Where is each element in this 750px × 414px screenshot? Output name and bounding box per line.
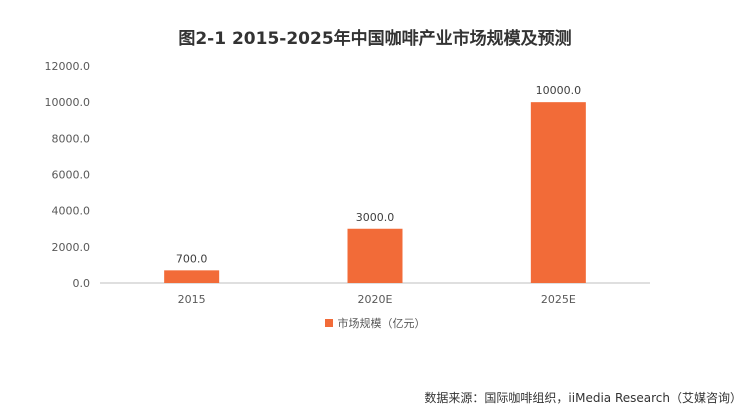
data-label: 700.0	[176, 252, 208, 265]
data-label: 3000.0	[356, 211, 395, 224]
bar	[164, 270, 220, 283]
y-tick-label: 6000.0	[52, 169, 91, 182]
data-label: 10000.0	[536, 84, 582, 97]
bar	[530, 102, 586, 284]
y-tick-label: 12000.0	[45, 60, 91, 73]
legend-swatch	[324, 319, 333, 327]
legend-label: 市场规模（亿元）	[337, 317, 426, 330]
bar	[347, 228, 403, 283]
source-note: 数据来源：国际咖啡组织，iiMedia Research（艾媒咨询）	[424, 391, 742, 405]
x-tick-label: 2025E	[541, 293, 576, 306]
x-tick-label: 2020E	[358, 293, 393, 306]
chart-title: 图2-1 2015-2025年中国咖啡产业市场规模及预测	[178, 29, 572, 49]
y-tick-label: 0.0	[73, 277, 91, 290]
x-tick-label: 2015	[178, 293, 206, 306]
y-tick-label: 2000.0	[52, 241, 91, 254]
y-tick-label: 8000.0	[52, 132, 91, 145]
y-tick-label: 4000.0	[52, 205, 91, 218]
legend: 市场规模（亿元）	[0, 315, 750, 331]
y-tick-label: 10000.0	[45, 96, 91, 109]
